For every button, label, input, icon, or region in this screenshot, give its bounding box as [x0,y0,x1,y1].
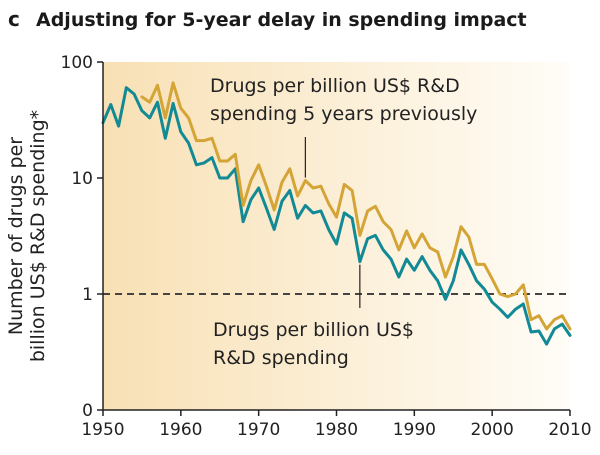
annotation-current-line-1: Drugs per billion US$ [213,319,414,341]
y-tick-label: 0 [82,401,93,421]
plot-background [103,62,570,410]
x-ticks-group: 1950 1960 1970 1980 1990 2000 2010 [81,410,592,440]
y-axis-title-line-1: Number of drugs per [5,137,27,335]
y-axis-title-line-2: billion US$ R&D spending* [27,110,49,362]
x-tick-label: 2000 [471,420,514,440]
y-tick-label: 100 [61,53,93,73]
panel-letter: c [8,7,20,31]
x-tick-label: 2010 [548,420,591,440]
y-tick-label: 1 [82,285,93,305]
chart-title: Adjusting for 5-year delay in spending i… [36,9,527,31]
series-line-lagged-spending [140,81,572,331]
series-line-current-spending [101,86,572,346]
x-tick-label: 1980 [315,420,358,440]
annotation-lagged-line-1: Drugs per billion US$ R&D [210,75,460,97]
annotations-group: Drugs per billion US$ R&D spending 5 year… [210,75,477,369]
series-group [101,81,572,346]
x-tick-label: 1950 [81,420,124,440]
annotation-lagged-line-2: spending 5 years previously [210,103,477,125]
annotation-current-line-2: R&D spending [213,347,349,369]
y-ticks-group: 0 1 10 100 [61,53,103,421]
y-tick-label: 10 [71,169,93,189]
x-tick-label: 1970 [237,420,280,440]
x-tick-label: 1990 [393,420,436,440]
x-tick-label: 1960 [159,420,202,440]
